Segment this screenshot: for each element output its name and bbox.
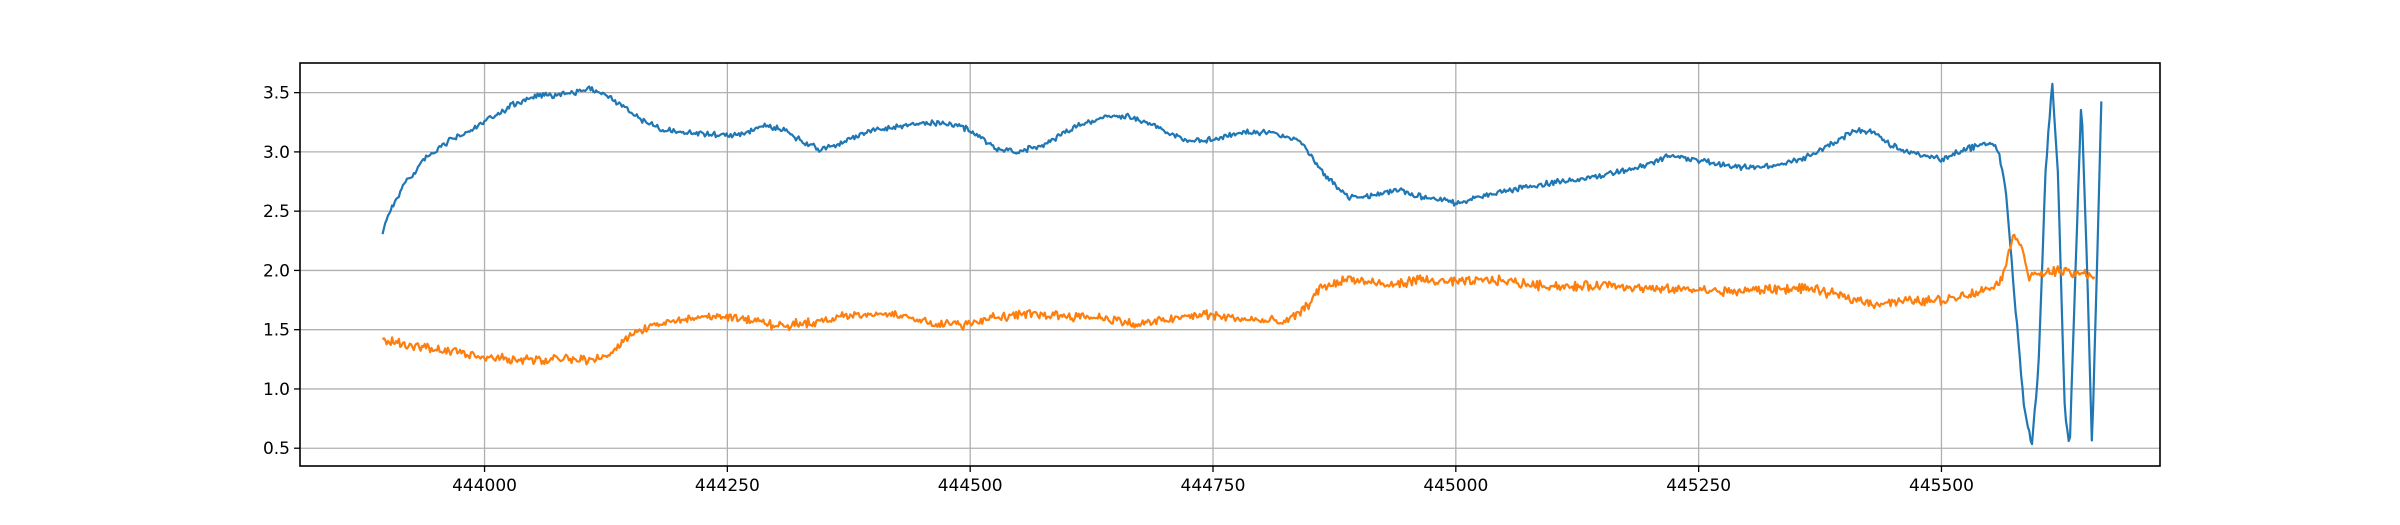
series-layer (381, 82, 2103, 446)
y-tick-label: 0.5 (263, 439, 290, 459)
x-tick-label: 444250 (695, 476, 760, 496)
x-tick-label: 445250 (1666, 476, 1731, 496)
series-line-blue (381, 82, 2103, 446)
y-tick-label: 2.5 (263, 202, 290, 222)
y-tick-label: 3.5 (263, 84, 290, 104)
plot-frame (299, 62, 2161, 467)
x-tick-label: 445500 (1909, 476, 1974, 496)
axes-ticks: 444000 444250 444500 444750 445000 445250 4455… (263, 84, 1974, 496)
y-tick-label: 2.0 (263, 261, 290, 281)
x-tick-label: 444750 (1181, 476, 1246, 496)
y-tick-label: 3.0 (263, 143, 290, 163)
y-tick-label: 1.5 (263, 321, 290, 341)
x-tick-label: 444000 (452, 476, 517, 496)
series-line-orange (381, 233, 2096, 366)
y-tick-label: 1.0 (263, 380, 290, 400)
grid (300, 63, 2160, 466)
x-tick-label: 445000 (1423, 476, 1488, 496)
x-tick-label: 444500 (938, 476, 1003, 496)
